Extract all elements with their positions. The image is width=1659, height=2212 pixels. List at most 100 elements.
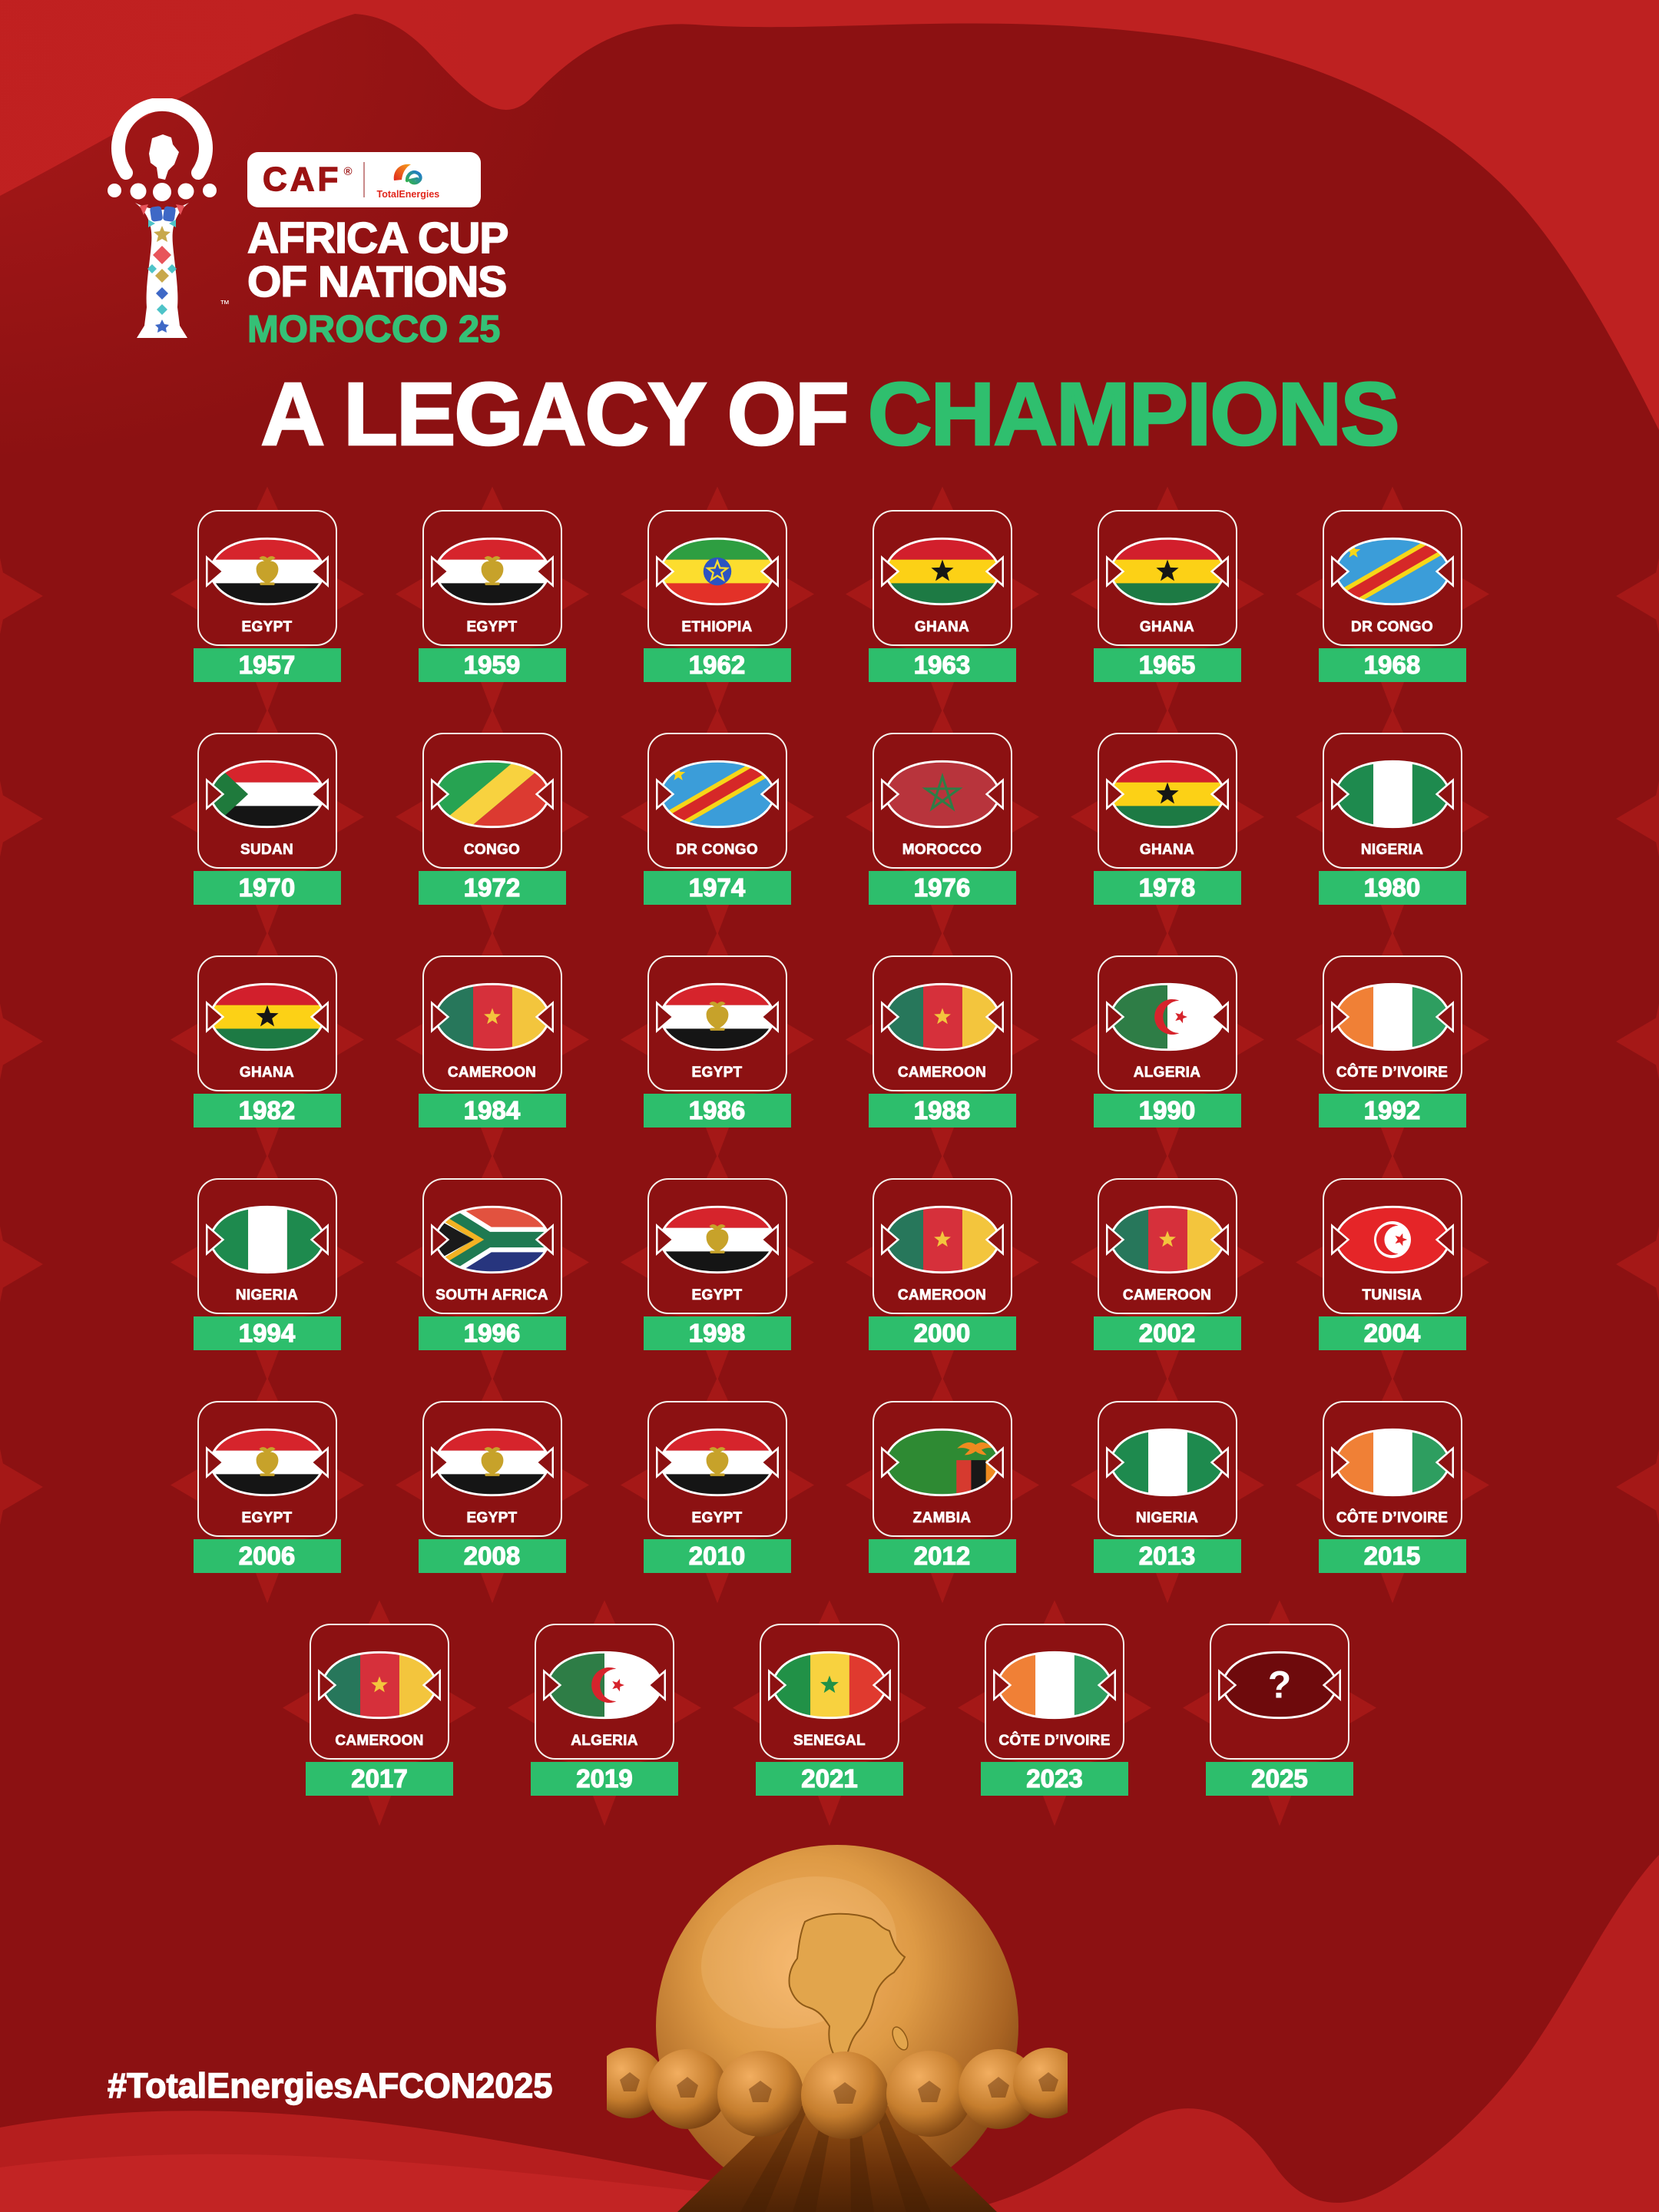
card-frame: EGYPT (197, 510, 337, 646)
flag-slot (1330, 1426, 1454, 1503)
flag-egypt-icon (430, 1428, 554, 1497)
year-banner: 2012 (868, 1539, 1016, 1573)
champion-card-1986: EGYPT 1986 (620, 932, 814, 1158)
flag-slot (1105, 1426, 1229, 1503)
year-banner: 1984 (418, 1094, 566, 1128)
card-frame: ALGERIA (1097, 955, 1237, 1091)
divider (363, 162, 365, 197)
flag-slot (1105, 980, 1229, 1058)
year-banner: 2000 (868, 1316, 1016, 1350)
country-label: CAMEROON (897, 1287, 987, 1304)
champion-card-2019: ALGERIA 2019 (508, 1600, 701, 1826)
country-label: CONGO (463, 842, 521, 859)
logo-dots (108, 183, 217, 201)
flag-algeria-icon (1105, 982, 1229, 1051)
champion-card-2025: ? 2025 (1183, 1600, 1376, 1826)
title-green-part: CHAMPIONS (866, 363, 1401, 465)
champion-card-2012: ZAMBIA 2012 (845, 1377, 1039, 1604)
edge-rosette-right-row3 (1598, 911, 1659, 1176)
flag-cameroon-icon (318, 1651, 441, 1720)
card-frame: SOUTH AFRICA (422, 1178, 562, 1314)
country-label: CAMEROON (335, 1733, 424, 1750)
year-banner: 2021 (756, 1762, 903, 1796)
flag-ghana-icon (1105, 760, 1229, 829)
year-banner: 1988 (868, 1094, 1016, 1128)
year-banner: 1968 (1318, 648, 1466, 682)
flag-slot (880, 1426, 1004, 1503)
card-frame: NIGERIA (1097, 1401, 1237, 1537)
champion-card-1957: EGYPT 1957 (170, 486, 364, 713)
flag-slot (1330, 535, 1454, 612)
champions-row-6: CAMEROON 2017 ALGERIA 2019 SENEGAL 2021 CÔT… (0, 1600, 1659, 1826)
flag-civ-icon (1330, 982, 1454, 1051)
champion-card-2002: CAMEROON 2002 (1070, 1154, 1264, 1381)
champion-card-1963: GHANA 1963 (845, 486, 1039, 713)
champion-card-1996: SOUTH AFRICA 1996 (395, 1154, 589, 1381)
flag-slot (1105, 535, 1229, 612)
card-frame: CAMEROON (872, 955, 1012, 1091)
card-frame: CAMEROON (872, 1178, 1012, 1314)
champions-row-4: NIGERIA 1994 SOUTH AFRICA 1996 EGYPT 1998 C… (0, 1154, 1659, 1381)
flag-nigeria-icon (1105, 1428, 1229, 1497)
caf-totalenergies-box: CAF ® TotalEnergies (247, 152, 481, 207)
country-label: CÔTE D’IVOIRE (1336, 1065, 1449, 1081)
champion-card-1992: CÔTE D’IVOIRE 1992 (1295, 932, 1489, 1158)
year-banner: 1996 (418, 1316, 566, 1350)
year-banner: 1986 (643, 1094, 791, 1128)
country-label: DR CONGO (1351, 619, 1433, 636)
flag-nigeria-icon (205, 1205, 329, 1274)
flag-slot (993, 1648, 1116, 1726)
registered-mark: ® (343, 164, 353, 178)
champion-card-1970: SUDAN 1970 (170, 709, 364, 935)
country-label: CÔTE D’IVOIRE (998, 1733, 1111, 1750)
flag-slot (655, 757, 779, 835)
champion-card-2008: EGYPT 2008 (395, 1377, 589, 1604)
country-label: ETHIOPIA (681, 619, 753, 636)
flag-egypt-icon (205, 1428, 329, 1497)
flag-slot (768, 1648, 891, 1726)
flag-congo-icon (430, 760, 554, 829)
flag-slot: ? (1218, 1648, 1341, 1726)
brand-line-2: OF NATIONS (247, 257, 508, 306)
flag-slot (430, 1203, 554, 1280)
champion-card-1962: ETHIOPIA 1962 (620, 486, 814, 713)
champion-card-1972: CONGO 1972 (395, 709, 589, 935)
champion-card-2017: CAMEROON 2017 (283, 1600, 476, 1826)
year-banner: 1970 (193, 871, 341, 905)
rosette-ornament-icon (1616, 1003, 1659, 1080)
flag-slot (880, 1203, 1004, 1280)
rosette-ornament-icon (1616, 558, 1659, 634)
year-banner: 1957 (193, 648, 341, 682)
card-frame: CAMEROON (422, 955, 562, 1091)
brand-line-morocco: MOROCCO 25 (247, 309, 501, 350)
flag-slot (430, 757, 554, 835)
card-frame: ZAMBIA (872, 1401, 1012, 1537)
flag-egypt-icon (655, 1205, 779, 1274)
trophy-africa-relief (788, 1912, 906, 2061)
flag-slot (205, 535, 329, 612)
year-banner: 1990 (1093, 1094, 1241, 1128)
champions-row-1: EGYPT 1957 EGYPT 1959 ETHIOPIA 1962 GHANA 19… (0, 486, 1659, 713)
card-frame: EGYPT (647, 1401, 787, 1537)
flag-ghana-icon (205, 982, 329, 1051)
country-label: DR CONGO (676, 842, 758, 859)
country-label: NIGERIA (235, 1287, 299, 1304)
year-banner: 1998 (643, 1316, 791, 1350)
champion-card-1990: ALGERIA 1990 (1070, 932, 1264, 1158)
flag-slot (880, 980, 1004, 1058)
svg-text:?: ? (1268, 1663, 1292, 1706)
champion-card-2015: CÔTE D’IVOIRE 2015 (1295, 1377, 1489, 1604)
flag-slot (880, 535, 1004, 612)
card-frame: SUDAN (197, 733, 337, 869)
caf-wordmark: CAF (262, 160, 342, 198)
logo-mosaic (140, 204, 184, 333)
champion-card-2006: EGYPT 2006 (170, 1377, 364, 1604)
country-label: SUDAN (240, 842, 294, 859)
trophy-pedestal (677, 2104, 997, 2212)
year-banner: 1972 (418, 871, 566, 905)
card-frame: CAMEROON (1097, 1178, 1237, 1314)
edge-rosette-left-row2 (0, 688, 61, 953)
flag-egypt-icon (655, 982, 779, 1051)
card-frame: SENEGAL (760, 1624, 899, 1760)
year-banner: 2019 (531, 1762, 678, 1796)
